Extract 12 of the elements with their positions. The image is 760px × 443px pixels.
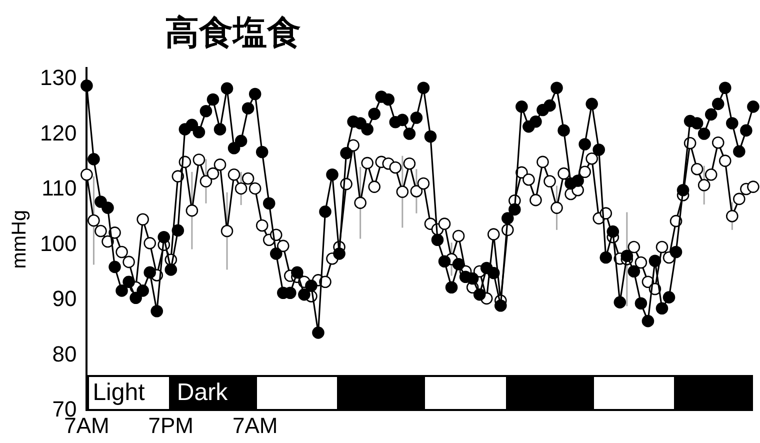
y-tick-label: 90 xyxy=(52,286,77,312)
annotation: Dark xyxy=(176,378,228,406)
x-tick-label: 7AM xyxy=(232,412,278,438)
y-tick-label: 110 xyxy=(42,176,77,201)
y-axis-title: mmHg xyxy=(8,210,31,269)
y-tick-label: 100 xyxy=(40,230,77,256)
y-tick-label: 80 xyxy=(52,341,77,366)
chart-title: 高食塩食 xyxy=(165,12,301,55)
annotation: Light xyxy=(92,378,145,406)
y-tick-label: 130 xyxy=(40,65,77,90)
x-tick-label: 7PM xyxy=(148,412,194,438)
y-tick-label: 120 xyxy=(40,120,77,146)
